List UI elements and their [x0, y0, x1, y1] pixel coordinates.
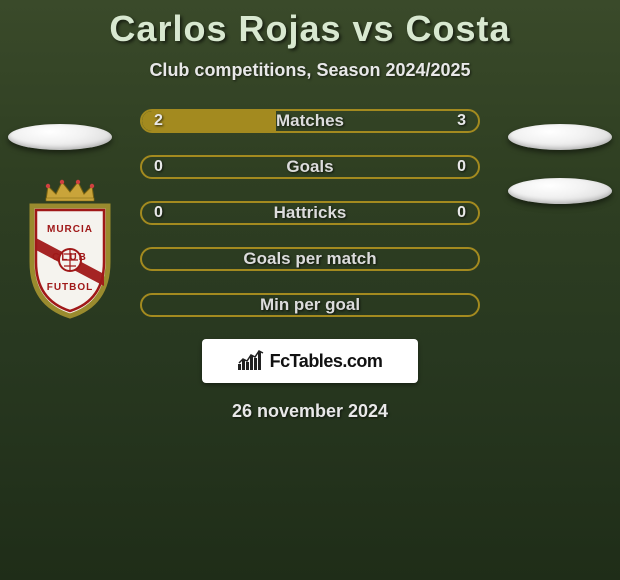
stat-left-value: 0	[154, 158, 163, 176]
stat-bar-matches: 2 3 Matches	[140, 109, 480, 133]
stat-right-value: 0	[457, 158, 466, 176]
stat-bar-min-per-goal: Min per goal	[140, 293, 480, 317]
stat-bar-goals-per-match: Goals per match	[140, 247, 480, 271]
stat-left-value: 0	[154, 204, 163, 222]
stat-label: Matches	[276, 111, 344, 131]
stat-label: Min per goal	[260, 295, 360, 315]
stat-label: Hattricks	[274, 203, 347, 223]
chart-icon	[238, 350, 266, 372]
stat-label: Goals	[286, 157, 333, 177]
stat-left-value: 2	[154, 112, 163, 130]
page-title: Carlos Rojas vs Costa	[0, 0, 620, 50]
brand-box[interactable]: FcTables.com	[202, 339, 418, 383]
stat-right-value: 3	[457, 112, 466, 130]
stat-bar-hattricks: 0 0 Hattricks	[140, 201, 480, 225]
stat-right-value: 0	[457, 204, 466, 222]
brand-label: FcTables.com	[270, 351, 383, 372]
date-label: 26 november 2024	[0, 401, 620, 422]
stat-label: Goals per match	[243, 249, 376, 269]
stat-bars: 2 3 Matches 0 0 Goals 0 0 Hattricks Goals per mat…	[140, 109, 480, 317]
page-subtitle: Club competitions, Season 2024/2025	[0, 60, 620, 81]
stat-bar-goals: 0 0 Goals	[140, 155, 480, 179]
